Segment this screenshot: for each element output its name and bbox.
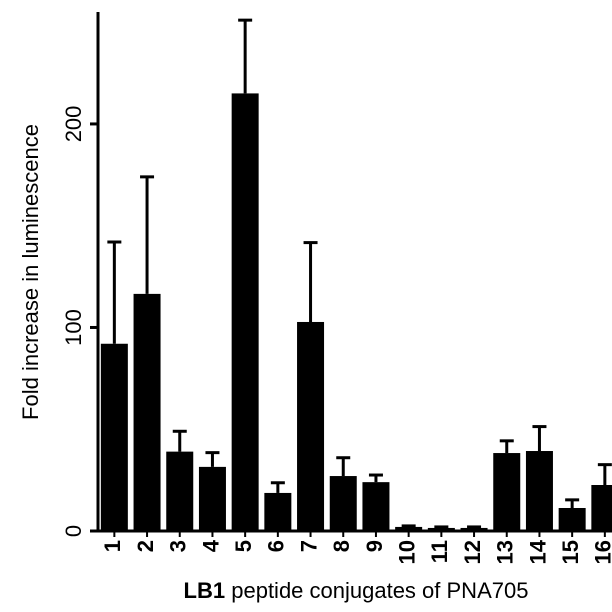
bar xyxy=(133,293,161,531)
x-tick-label: 12 xyxy=(460,540,485,564)
bar xyxy=(591,485,612,531)
y-axis-title: Fold increase in luminescence xyxy=(18,124,43,420)
bar xyxy=(297,321,325,531)
bar xyxy=(460,527,488,531)
bar xyxy=(362,482,390,531)
x-tick-label: 1 xyxy=(100,540,125,552)
x-tick-label: 6 xyxy=(264,540,289,552)
x-tick-label: 15 xyxy=(558,540,583,564)
x-axis-title: LB1 peptide conjugates of PNA705 xyxy=(184,578,529,603)
bar xyxy=(100,343,128,531)
bar xyxy=(395,526,423,531)
y-tick-label: 0 xyxy=(61,525,86,537)
x-axis-title-bold: LB1 xyxy=(184,578,226,603)
x-tick-label: 3 xyxy=(166,540,191,552)
x-tick-label: 13 xyxy=(493,540,518,564)
x-tick-label: 11 xyxy=(427,540,452,563)
x-tick-label: 4 xyxy=(198,539,223,552)
bar xyxy=(166,451,194,531)
x-tick-label: 9 xyxy=(362,540,387,552)
bar xyxy=(198,466,226,531)
y-tick-label: 200 xyxy=(61,106,86,143)
x-tick-label: 7 xyxy=(296,540,321,552)
x-tick-label: 8 xyxy=(329,540,354,552)
x-tick-label: 2 xyxy=(133,540,158,552)
bar xyxy=(493,453,521,531)
bar xyxy=(558,508,586,531)
bar xyxy=(264,492,292,531)
bar xyxy=(231,93,259,531)
x-tick-label: 16 xyxy=(591,540,612,564)
y-tick-label: 100 xyxy=(61,309,86,346)
x-tick-label: 5 xyxy=(231,540,256,552)
x-tick-label: 10 xyxy=(394,540,419,564)
x-tick-label: 14 xyxy=(525,539,550,564)
bar xyxy=(525,451,553,531)
bar xyxy=(427,527,455,531)
bar xyxy=(329,476,357,531)
x-axis-title-text: peptide conjugates of PNA705 xyxy=(231,578,528,603)
